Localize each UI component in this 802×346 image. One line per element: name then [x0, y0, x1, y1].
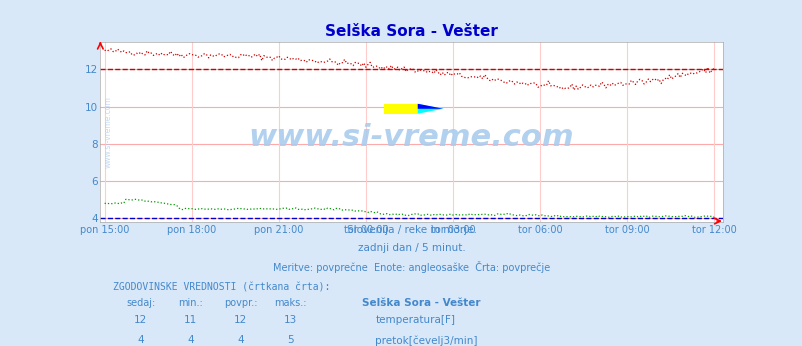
Title: Selška Sora - Vešter: Selška Sora - Vešter [325, 24, 497, 39]
Text: Meritve: povprečne  Enote: angleosaške  Črta: povprečje: Meritve: povprečne Enote: angleosaške Čr… [273, 261, 549, 273]
Text: 4: 4 [137, 335, 144, 345]
Text: zadnji dan / 5 minut.: zadnji dan / 5 minut. [357, 243, 465, 253]
Text: 12: 12 [233, 315, 247, 325]
Text: sedaj:: sedaj: [126, 298, 156, 308]
Text: ZGODOVINSKE VREDNOSTI (črtkana črta):: ZGODOVINSKE VREDNOSTI (črtkana črta): [112, 282, 330, 292]
Text: 12: 12 [134, 315, 148, 325]
Text: 4: 4 [237, 335, 244, 345]
FancyBboxPatch shape [383, 104, 417, 114]
Text: 11: 11 [184, 315, 197, 325]
Text: 13: 13 [283, 315, 297, 325]
Text: www.si-vreme.com: www.si-vreme.com [103, 96, 113, 168]
Text: povpr.:: povpr.: [224, 298, 257, 308]
Text: min.:: min.: [178, 298, 203, 308]
Text: temperatura[F]: temperatura[F] [375, 315, 455, 325]
Bar [358, 334, 370, 342]
Text: Slovenija / reke in morje.: Slovenija / reke in morje. [346, 225, 476, 235]
Text: www.si-vreme.com: www.si-vreme.com [249, 123, 573, 152]
Text: maks.:: maks.: [273, 298, 306, 308]
Polygon shape [417, 104, 443, 109]
Text: Selška Sora - Vešter: Selška Sora - Vešter [361, 298, 480, 308]
Text: 4: 4 [187, 335, 194, 345]
Bar [358, 313, 370, 322]
Text: 5: 5 [286, 335, 294, 345]
Text: pretok[čevelj3/min]: pretok[čevelj3/min] [375, 335, 477, 346]
Polygon shape [417, 104, 443, 114]
